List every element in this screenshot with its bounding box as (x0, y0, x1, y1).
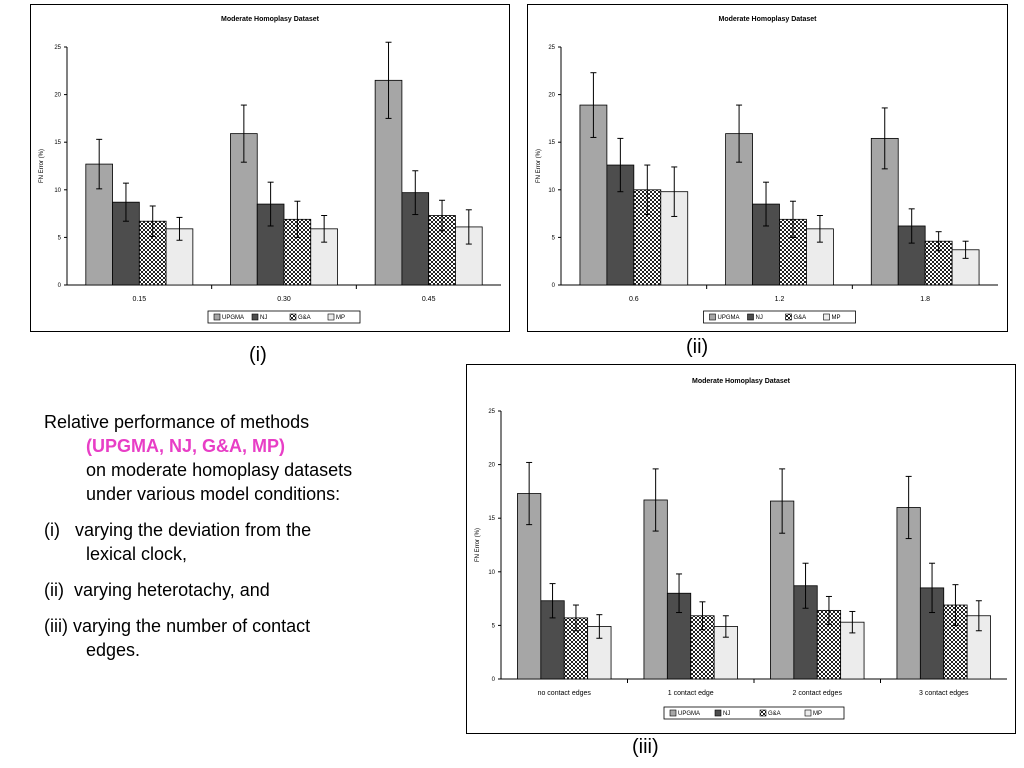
list-item-text-cont: lexical clock, (86, 544, 188, 564)
legend-label: MP (813, 711, 822, 717)
x-tick-label: 1.8 (920, 296, 930, 303)
y-tick-label: 25 (54, 45, 61, 51)
y-tick-label: 15 (54, 140, 61, 146)
chart-svg-iii: Moderate Homoplasy Dataset FN Error (%) 0 5… (475, 378, 1007, 720)
chart-title: Moderate Homoplasy Dataset (718, 16, 817, 23)
chart-svg-i: Moderate Homoplasy Dataset FN Error (%) 0 5… (39, 16, 501, 324)
x-tick-label: 1 contact edge (668, 690, 714, 697)
y-tick-label: 0 (58, 283, 62, 289)
y-axis-label: FN Error (%) (39, 149, 45, 183)
x-tick-label: 0.15 (133, 296, 147, 303)
y-tick-label: 20 (54, 93, 61, 99)
description-line3: under various model conditions: (86, 484, 341, 504)
description-line2: on moderate homoplasy datasets (86, 460, 353, 480)
chart-panel-ii: Moderate Homoplasy Dataset FN Error (%) 0 5… (527, 4, 1008, 332)
legend-swatch (669, 709, 677, 717)
legend-label: UPGMA (222, 315, 244, 321)
legend-swatch (289, 313, 297, 321)
y-axis-label: FN Error (%) (475, 528, 481, 562)
y-axis-label: FN Error (%) (536, 149, 542, 183)
y-tick-label: 0 (492, 677, 496, 683)
legend-swatch (785, 313, 792, 321)
legend-label: G&A (298, 315, 311, 321)
y-tick-label: 15 (488, 516, 495, 522)
legend-swatch (804, 709, 812, 717)
y-tick-label: 5 (552, 235, 556, 241)
legend-label: NJ (260, 315, 267, 321)
legend-label: MP (832, 315, 841, 321)
chart-legend: UPGMA NJ G&A MP (703, 310, 856, 324)
legend-swatch (714, 709, 722, 717)
description-methods: (UPGMA, NJ, G&A, MP) (86, 436, 286, 456)
x-tick-label: 1.2 (775, 296, 785, 303)
y-tick-label: 20 (548, 93, 555, 99)
chart-legend: UPGMA NJ G&A MP (207, 310, 361, 324)
x-tick-label: no contact edges (538, 690, 592, 697)
chart-panel-iii: Moderate Homoplasy Dataset FN Error (%) 0 5… (466, 364, 1016, 734)
x-tick-label: 0.45 (422, 296, 436, 303)
legend-swatch (759, 709, 767, 717)
legend-label: MP (336, 315, 345, 321)
y-tick-label: 20 (488, 463, 495, 469)
figure-label-ii: (ii) (686, 336, 709, 358)
description-intro: Relative performance of methods (44, 412, 310, 432)
legend-swatch (251, 313, 259, 321)
list-item-number: (iii) (44, 616, 68, 636)
x-tick-label: 3 contact edges (919, 690, 969, 697)
figure-label-iii: (iii) (632, 736, 659, 758)
y-tick-label: 15 (548, 140, 555, 146)
legend-swatch (747, 313, 754, 321)
chart-svg-ii: Moderate Homoplasy Dataset FN Error (%) 0 5… (536, 16, 998, 324)
legend-box (703, 310, 856, 324)
legend-swatch (327, 313, 335, 321)
legend-label: NJ (723, 711, 730, 717)
list-item-i: (i) varying the deviation from the lexic… (44, 518, 444, 566)
legend-box (207, 310, 361, 324)
chart-title: Moderate Homoplasy Dataset (692, 378, 791, 385)
list-item-text: varying heterotachy, and (74, 580, 270, 600)
y-tick-label: 0 (552, 283, 556, 289)
list-item-text-cont: edges. (86, 640, 141, 660)
legend-label: G&A (768, 711, 781, 717)
list-item-number: (i) (44, 520, 60, 540)
legend-label: NJ (756, 315, 763, 321)
legend-label: G&A (794, 315, 807, 321)
list-item-ii: (ii) varying heterotachy, and (44, 578, 444, 602)
legend-label: UPGMA (678, 711, 700, 717)
chart-legend: UPGMA NJ G&A MP (663, 706, 845, 720)
list-item-text: varying the number of contact (73, 616, 311, 636)
x-tick-label: 0.6 (629, 296, 639, 303)
y-tick-label: 25 (548, 45, 555, 51)
list-item-number: (ii) (44, 580, 64, 600)
legend-swatch (709, 313, 716, 321)
chart-title: Moderate Homoplasy Dataset (221, 16, 320, 23)
legend-swatch (823, 313, 830, 321)
x-tick-label: 2 contact edges (793, 690, 843, 697)
y-tick-label: 10 (54, 188, 61, 194)
y-tick-label: 5 (492, 623, 496, 629)
y-tick-label: 25 (488, 409, 495, 415)
y-tick-label: 10 (488, 570, 495, 576)
x-tick-label: 0.30 (277, 296, 291, 303)
legend-swatch (213, 313, 221, 321)
y-tick-label: 10 (548, 188, 555, 194)
legend-box (663, 706, 845, 720)
list-item-iii: (iii) varying the number of contact edge… (44, 614, 444, 662)
list-item-text: varying the deviation from the (75, 520, 312, 540)
y-tick-label: 5 (58, 235, 62, 241)
chart-panel-i: Moderate Homoplasy Dataset FN Error (%) 0 5… (30, 4, 510, 332)
legend-label: UPGMA (718, 315, 740, 321)
figure-label-i: (i) (249, 344, 267, 366)
description-text: Relative performance of methods (UPGMA, … (44, 410, 444, 662)
